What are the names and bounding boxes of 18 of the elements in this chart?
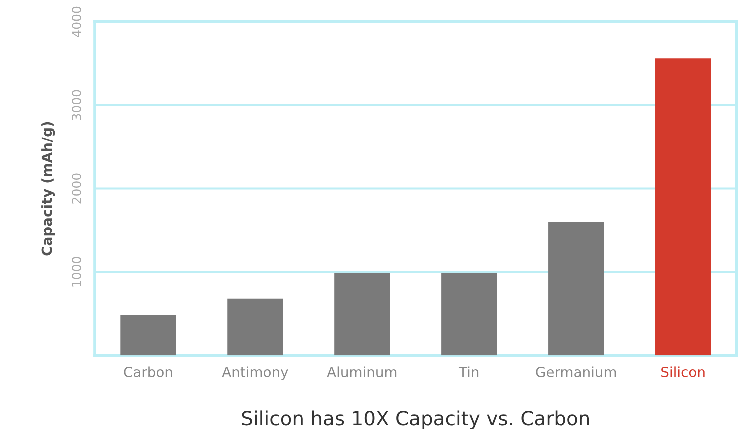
x-tick-label: Aluminum <box>327 366 397 378</box>
bar <box>442 273 498 356</box>
bar <box>228 298 284 356</box>
x-tick-label: Tin <box>458 366 479 378</box>
y-tick-label: 1000 <box>72 257 82 287</box>
bar <box>656 58 712 356</box>
x-axis-title: Silicon has 10X Capacity vs. Carbon <box>242 410 590 430</box>
y-axis-title: Capacity (mAh/g) <box>42 122 56 256</box>
bar <box>548 222 604 356</box>
bar <box>334 273 390 356</box>
y-tick-label: 4000 <box>72 6 82 38</box>
x-tick-label: Carbon <box>124 366 172 378</box>
x-tick-label: Silicon <box>662 366 705 378</box>
x-tick-label: Germanium <box>536 366 616 378</box>
bar <box>120 316 176 356</box>
y-tick-label: 2000 <box>72 174 82 204</box>
x-tick-label: Antimony <box>222 366 288 380</box>
y-tick-label: 3000 <box>72 90 82 120</box>
